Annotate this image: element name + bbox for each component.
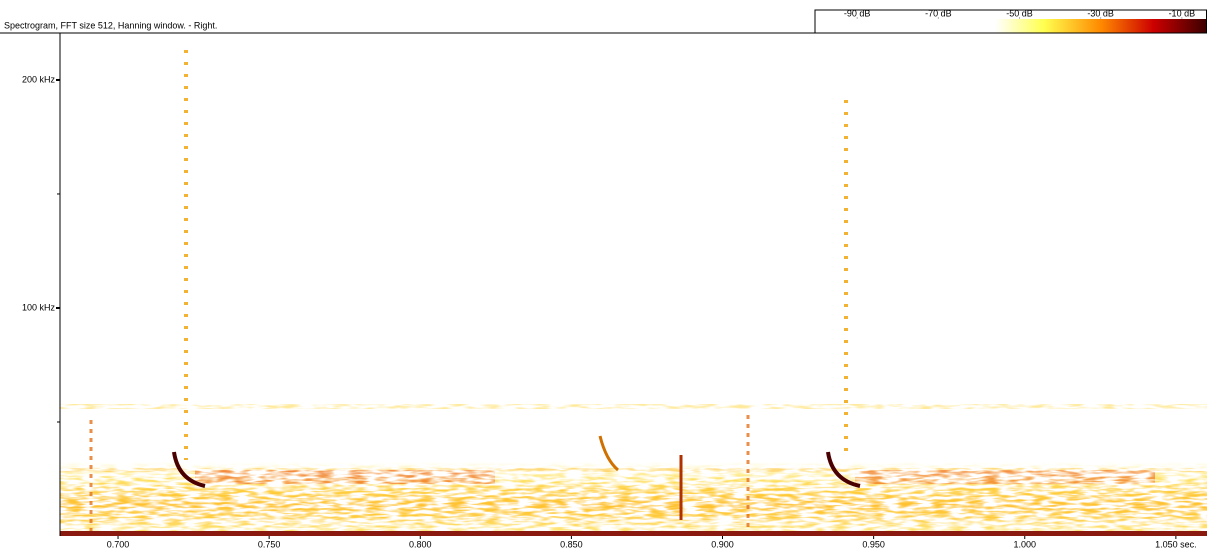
x-tick-label: 0.850: [560, 539, 583, 549]
call: [598, 435, 620, 472]
call: [826, 451, 861, 488]
noise-band: [60, 488, 1207, 518]
colorbar-tick-label: -30 dB: [1087, 8, 1114, 18]
colorbar-tick-label: -90 dB: [844, 8, 871, 18]
x-tick-label: 0.900: [711, 539, 734, 549]
x-tick-label: 1.050 sec.: [1155, 539, 1197, 549]
y-tick-label: 200 kHz: [22, 74, 56, 84]
colorbar-tick-label: -50 dB: [1006, 8, 1033, 18]
call-tail: [855, 470, 1155, 484]
x-tick-label: 0.700: [107, 539, 130, 549]
harmonic-line: [60, 468, 1207, 472]
x-tick-label: 0.800: [409, 539, 432, 549]
x-tick-label: 0.750: [258, 539, 281, 549]
colorbar-tick-label: -10 dB: [1169, 8, 1196, 18]
harmonic-line: [60, 404, 1207, 409]
call-tail: [195, 470, 495, 484]
y-tick-label: 100 kHz: [22, 302, 56, 312]
dc-band: [60, 531, 1207, 536]
chart-title: Spectrogram, FFT size 512, Hanning windo…: [4, 20, 217, 30]
colorbar-tick-label: -70 dB: [925, 8, 952, 18]
x-tick-label: 1.000: [1013, 539, 1036, 549]
x-tick-label: 0.950: [862, 539, 885, 549]
call: [172, 451, 206, 488]
spectrogram: [60, 50, 1207, 536]
colorbar: [815, 19, 1207, 33]
